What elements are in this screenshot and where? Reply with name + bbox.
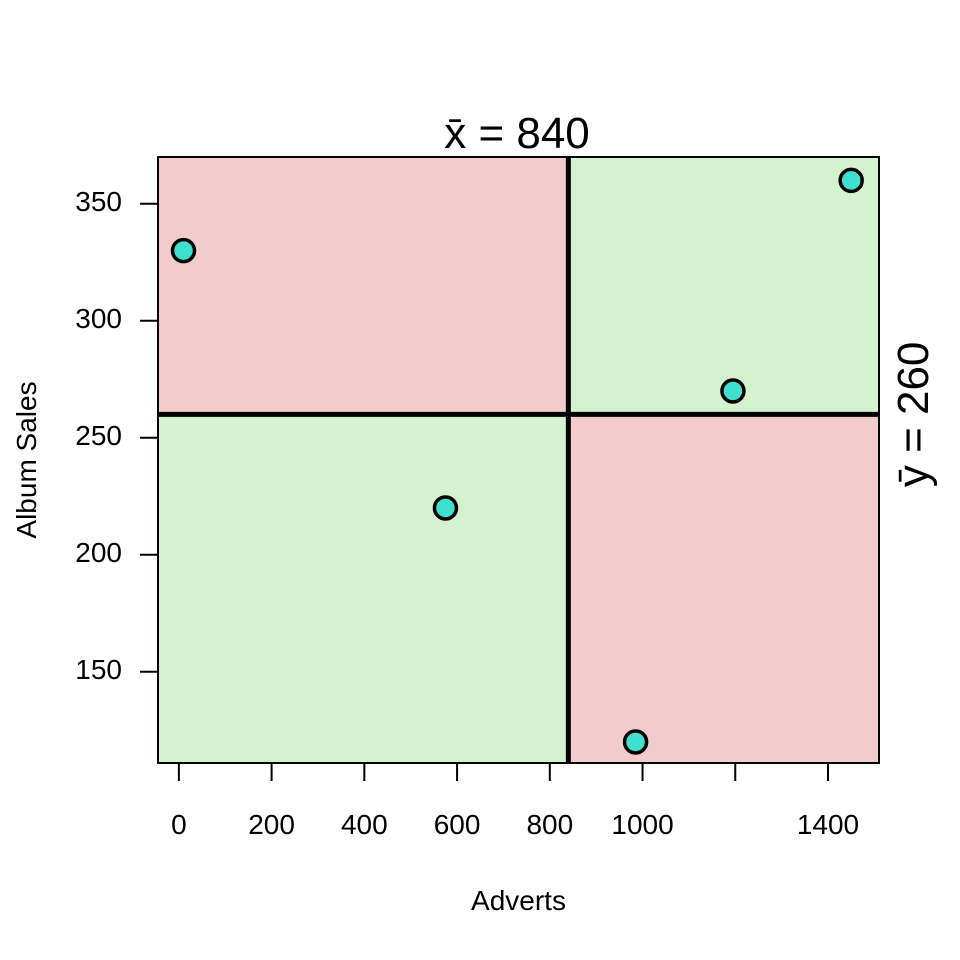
- x-axis-title: Adverts: [471, 885, 566, 916]
- y-tick-label: 200: [75, 537, 122, 568]
- data-point: [170, 237, 197, 264]
- quadrant-backgrounds: [158, 157, 879, 763]
- quadrant-top-right: [568, 157, 879, 415]
- data-points: [170, 167, 864, 755]
- quadrant-bottom-left: [158, 414, 569, 763]
- quadrant-top-left: [158, 157, 569, 415]
- mean-lines: [158, 157, 879, 763]
- mean-y-label: ȳ = 260: [889, 342, 938, 488]
- data-point: [432, 495, 459, 521]
- y-axis: 150 200 250 300 350: [75, 186, 159, 685]
- data-point: [622, 729, 649, 755]
- mean-x-label: x̄ = 840: [444, 109, 590, 158]
- x-tick-label: 1000: [611, 809, 673, 840]
- quadrant-bottom-right: [568, 414, 879, 763]
- x-tick-label: 0: [171, 809, 187, 840]
- y-tick-label: 300: [75, 303, 122, 334]
- x-tick-label: 400: [341, 809, 388, 840]
- data-point: [720, 378, 746, 404]
- x-tick-label: 1400: [797, 809, 859, 840]
- x-tick-label: 600: [434, 809, 481, 840]
- y-tick-label: 350: [75, 186, 122, 217]
- data-point: [838, 167, 864, 194]
- y-axis-title: Album Sales: [11, 381, 42, 538]
- x-axis: 0 200 400 600 800 1000 1400: [171, 762, 859, 840]
- x-tick-label: 200: [248, 809, 295, 840]
- y-tick-label: 150: [75, 654, 122, 685]
- y-tick-label: 250: [75, 420, 122, 451]
- x-tick-label: 800: [526, 809, 573, 840]
